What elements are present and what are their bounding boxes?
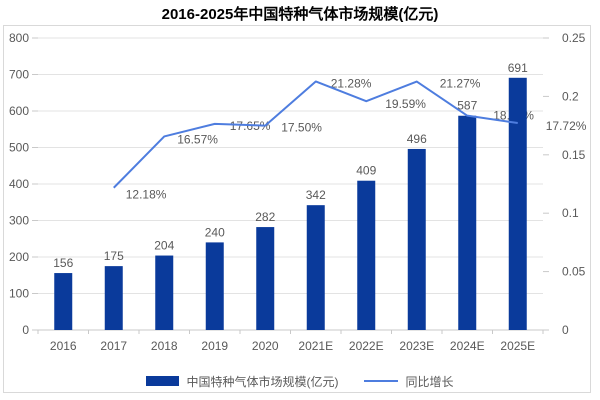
left-axis-tick-label: 100: [9, 287, 29, 301]
growth-label: 21.28%: [331, 76, 372, 90]
bar-2018: [155, 255, 174, 330]
left-axis-tick-label: 500: [9, 141, 29, 155]
growth-label: 21.27%: [440, 77, 481, 91]
right-axis-tick-label: 0.1: [562, 206, 579, 220]
x-axis-label: 2018: [151, 339, 178, 353]
x-axis-label: 2025E: [500, 339, 535, 353]
right-axis-tick-label: 0.25: [562, 31, 586, 45]
bar-2023E: [407, 148, 426, 330]
x-axis-label: 2021E: [298, 339, 333, 353]
left-axis-tick-label: 700: [9, 68, 29, 82]
bar-value-label: 204: [154, 239, 174, 253]
growth-label: 16.57%: [177, 132, 218, 146]
bar-2025E: [508, 77, 527, 330]
bar-value-label: 282: [255, 210, 275, 224]
bar-2019: [205, 242, 224, 330]
plot-border: [3, 25, 591, 393]
left-axis-tick-label: 600: [9, 104, 29, 118]
bar-value-label: 240: [205, 225, 225, 239]
x-axis-label: 2024E: [450, 339, 485, 353]
growth-label: 17.72%: [546, 119, 587, 133]
bar-value-label: 156: [53, 256, 73, 270]
left-axis-tick-label: 400: [9, 177, 29, 191]
bar-value-label: 409: [356, 164, 376, 178]
bar-value-label: 342: [306, 188, 326, 202]
left-axis-tick-label: 800: [9, 31, 29, 45]
right-axis-tick-label: 0.2: [562, 89, 579, 103]
left-axis-tick-label: 200: [9, 250, 29, 264]
left-axis-tick-label: 300: [9, 214, 29, 228]
legend-item-line: 同比增长: [364, 373, 454, 390]
left-axis-tick-label: 0: [22, 323, 29, 337]
right-axis-tick-label: 0: [562, 323, 569, 337]
x-axis-label: 2016: [50, 339, 77, 353]
legend-item-bars: 中国特种气体市场规模(亿元): [146, 373, 338, 390]
legend-line-label: 同比增长: [405, 374, 454, 389]
bar-value-label: 496: [407, 132, 427, 146]
x-axis-label: 2019: [201, 339, 228, 353]
x-axis-label: 2020: [252, 339, 279, 353]
x-axis-label: 2022E: [349, 339, 384, 353]
x-axis-label: 2017: [100, 339, 127, 353]
bar-2024E: [458, 115, 477, 331]
legend-bar-label: 中国特种气体市场规模(亿元): [186, 374, 339, 389]
right-axis-tick-label: 0.15: [562, 148, 586, 162]
bar-swatch-icon: [146, 376, 180, 386]
right-axis-tick-label: 0.05: [562, 265, 586, 279]
bar-2021E: [306, 205, 325, 330]
growth-line: [113, 80, 518, 189]
x-axis-label: 2023E: [399, 339, 434, 353]
bar-2022E: [357, 180, 376, 330]
bar-value-label: 587: [457, 99, 477, 113]
growth-label: 17.50%: [281, 121, 322, 135]
line-swatch-icon: [364, 380, 399, 382]
legend: 中国特种气体市场规模(亿元) 同比增长: [0, 371, 600, 391]
bar-2020: [256, 227, 275, 330]
bar-2016: [54, 273, 73, 330]
bar-value-label: 691: [508, 61, 528, 75]
chart-title: 2016-2025年中国特种气体市场规模(亿元): [161, 6, 439, 23]
growth-label: 12.18%: [126, 188, 167, 202]
bar-2017: [104, 266, 123, 330]
bar-value-label: 175: [104, 249, 124, 263]
growth-label: 19.59%: [385, 97, 426, 111]
